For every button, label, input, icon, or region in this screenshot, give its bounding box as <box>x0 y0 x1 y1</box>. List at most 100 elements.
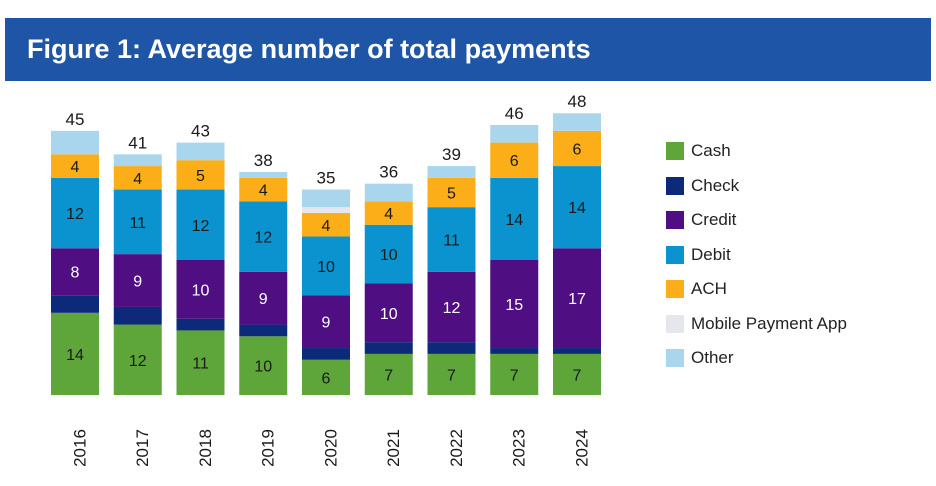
bar-segment-credit-2018 <box>176 259 225 319</box>
legend-label: Debit <box>691 244 731 264</box>
data-label: 14 <box>505 212 523 229</box>
data-label: 11 <box>192 356 209 373</box>
data-label: 7 <box>447 367 456 384</box>
bar-segment-check-2024 <box>553 348 601 354</box>
bar-group-2024: 7 17 14 6 <box>553 113 601 395</box>
bar-segment-other-2021 <box>364 183 413 202</box>
data-label: 7 <box>573 367 582 384</box>
bar-segment-check-2017 <box>113 306 162 325</box>
data-label: 12 <box>254 230 272 247</box>
bar-segment-other-2016 <box>51 130 99 155</box>
bar-segment-credit-2023 <box>490 259 539 349</box>
legend-label: Other <box>691 348 734 368</box>
bar-segment-credit-2022 <box>427 271 476 343</box>
legend-swatch <box>666 211 684 230</box>
data-label: 4 <box>71 159 80 176</box>
bar-segment-cash-2021 <box>364 353 413 395</box>
bar-segment-check-2022 <box>427 342 476 354</box>
bar-segment-cash-2016 <box>51 312 99 395</box>
total-label: 46 <box>505 104 524 123</box>
legend-swatch <box>666 142 684 161</box>
legend-label: Credit <box>691 210 737 230</box>
data-label: 14 <box>568 200 586 217</box>
bar-segment-cash-2023 <box>490 353 539 395</box>
legend-item-check: Check <box>666 169 847 204</box>
data-label: 4 <box>259 183 268 200</box>
total-label: 36 <box>379 163 398 182</box>
bar-segment-cash-2022 <box>427 353 476 395</box>
bar-group-2020: 6 9 10 4 <box>302 189 350 395</box>
bar-segment-check-2023 <box>490 348 539 354</box>
bar-segment-debit-2024 <box>553 166 601 249</box>
bar-segment-credit-2019 <box>239 271 288 325</box>
bar-segment-credit-2017 <box>113 254 162 307</box>
total-label: 48 <box>568 92 587 111</box>
data-label: 10 <box>380 247 398 264</box>
bar-segment-cash-2019 <box>239 336 288 395</box>
x-tick-label: 2024 <box>572 429 591 467</box>
data-label: 8 <box>71 265 80 282</box>
data-label: 9 <box>133 274 142 291</box>
bar-segment-cash-2018 <box>176 330 225 395</box>
bar-segment-ach-2017 <box>113 166 162 190</box>
total-label: 41 <box>128 133 147 152</box>
data-label: 12 <box>66 206 84 223</box>
bar-segment-ach-2021 <box>364 201 413 225</box>
total-label: 43 <box>191 122 210 141</box>
data-label: 6 <box>510 153 519 170</box>
bar-segment-ach-2020 <box>302 213 350 237</box>
total-label: 39 <box>442 145 461 164</box>
bar-segment-other-2017 <box>113 154 162 167</box>
chart-title: Figure 1: Average number of total paymen… <box>27 34 591 64</box>
bar-segment-credit-2021 <box>364 283 413 343</box>
total-label: 45 <box>66 110 85 129</box>
data-label: 12 <box>443 300 461 317</box>
legend-swatch <box>666 176 684 195</box>
x-tick-label: 2021 <box>384 429 403 467</box>
data-label: 4 <box>133 171 142 188</box>
data-label: 15 <box>505 297 523 314</box>
bar-group-2018: 11 10 12 5 <box>176 142 225 395</box>
bar-segment-debit-2020 <box>302 236 350 296</box>
bar-segment-other-2023 <box>490 124 539 143</box>
data-label: 4 <box>322 218 331 235</box>
bar-group-2017: 12 9 11 4 <box>113 154 162 395</box>
data-label: 11 <box>443 232 460 249</box>
data-label: 17 <box>568 291 586 308</box>
bar-segment-ach-2024 <box>553 130 601 167</box>
legend-swatch <box>666 280 684 299</box>
data-label: 7 <box>384 367 393 384</box>
legend-label: Check <box>691 175 740 195</box>
bar-segment-debit-2023 <box>490 177 539 260</box>
x-tick-label: 2023 <box>510 429 529 467</box>
bar-segment-debit-2022 <box>427 207 476 272</box>
data-label: 10 <box>254 359 272 376</box>
bar-segment-check-2018 <box>176 318 225 331</box>
data-label: 11 <box>129 215 146 232</box>
bar-segment-check-2020 <box>302 348 350 360</box>
legend-swatch <box>666 314 684 333</box>
bar-segment-debit-2017 <box>113 189 162 255</box>
data-label: 14 <box>66 347 84 364</box>
bar-segment-check-2021 <box>364 342 413 354</box>
bar-segment-debit-2018 <box>176 189 225 260</box>
data-label: 10 <box>380 306 398 323</box>
bar-group-2019: 10 9 12 4 <box>239 171 288 395</box>
legend-item-cash: Cash <box>666 134 847 169</box>
total-label: 38 <box>254 151 273 170</box>
legend-swatch <box>666 349 684 368</box>
legend: Cash Check Credit Debit ACH Mobile Payment Ap… <box>666 134 847 376</box>
x-tick-label: 2019 <box>259 429 278 467</box>
bar-segment-ach-2022 <box>427 177 476 208</box>
bar-segment-ach-2018 <box>176 160 225 190</box>
bar-segment-debit-2016 <box>51 177 99 249</box>
legend-item-mobile-payment-app: Mobile Payment App <box>666 307 847 342</box>
bar-segment-cash-2017 <box>113 324 162 395</box>
bar-segment-credit-2020 <box>302 295 350 349</box>
bar-segment-credit-2016 <box>51 248 99 296</box>
legend-label: ACH <box>691 279 727 299</box>
bar-segment-other-2018 <box>176 142 225 161</box>
bar-segment-check-2019 <box>239 324 288 337</box>
legend-swatch <box>666 245 684 264</box>
